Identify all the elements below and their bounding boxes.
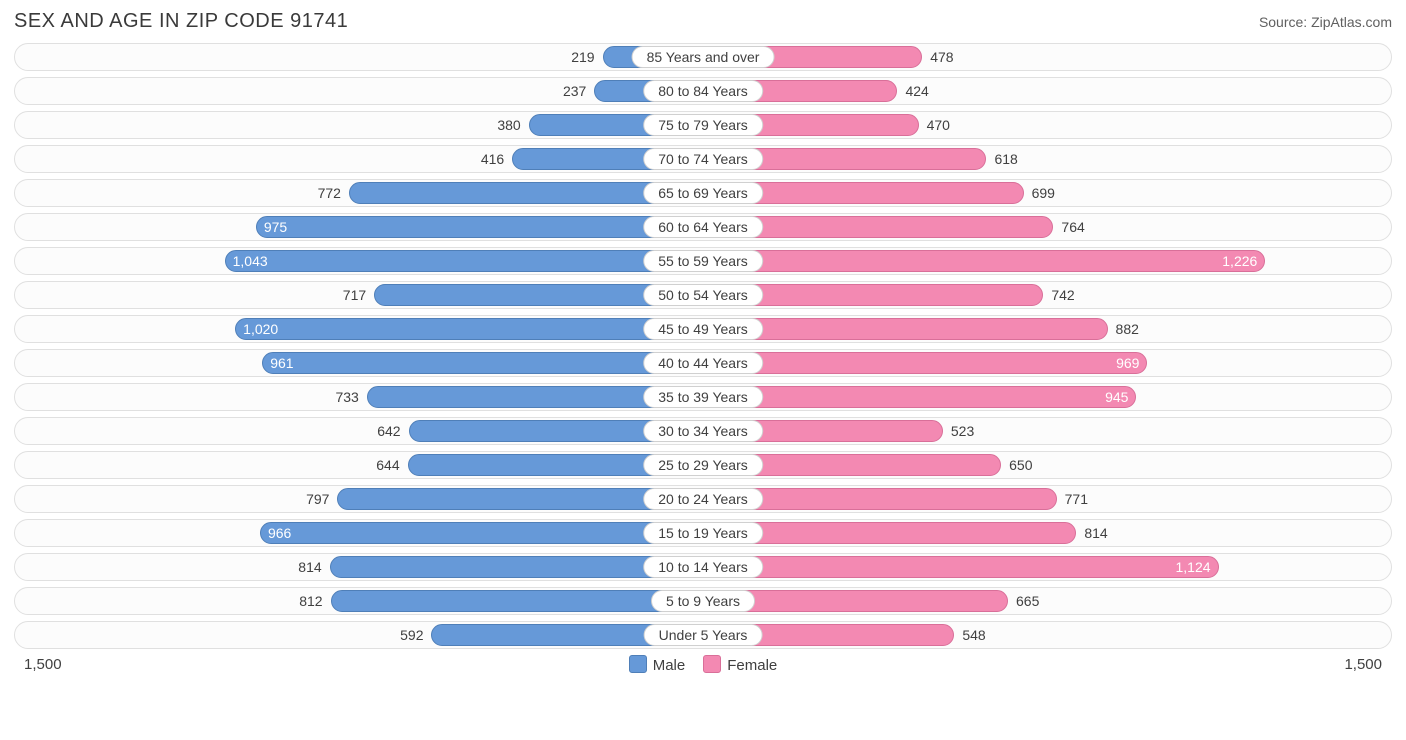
pyramid-row: 219 478 85 Years and over [14,43,1392,71]
pyramid-row: 797 771 20 to 24 Years [14,485,1392,513]
population-pyramid: 219 478 85 Years and over 237 424 80 to 84 Ye… [14,43,1392,649]
female-bar [703,352,1147,374]
age-category-label: 25 to 29 Years [643,454,763,476]
pyramid-row: 961 969 40 to 44 Years [14,349,1392,377]
age-category-label: 80 to 84 Years [643,80,763,102]
female-value: 478 [930,46,953,68]
male-value: 592 [400,624,423,646]
female-value: 699 [1032,182,1055,204]
pyramid-row: 966 814 15 to 19 Years [14,519,1392,547]
age-category-label: 40 to 44 Years [643,352,763,374]
male-bar [260,522,703,544]
pyramid-row: 717 742 50 to 54 Years [14,281,1392,309]
pyramid-row: 772 699 65 to 69 Years [14,179,1392,207]
age-category-label: 50 to 54 Years [643,284,763,306]
male-value: 772 [318,182,341,204]
legend: Male Female [629,655,778,674]
male-value: 644 [376,454,399,476]
pyramid-row: 237 424 80 to 84 Years [14,77,1392,105]
female-value: 1,226 [1222,250,1257,272]
axis-max-left: 1,500 [14,656,62,673]
female-bar [703,386,1136,408]
female-bar [703,250,1265,272]
chart-header: SEX AND AGE IN ZIP CODE 91741 Source: Zi… [14,10,1392,33]
legend-female: Female [703,655,777,674]
age-category-label: 15 to 19 Years [643,522,763,544]
pyramid-row: 642 523 30 to 34 Years [14,417,1392,445]
male-value: 416 [481,148,504,170]
age-category-label: 60 to 64 Years [643,216,763,238]
female-value: 742 [1051,284,1074,306]
legend-female-label: Female [727,657,777,674]
male-bar [225,250,703,272]
age-category-label: Under 5 Years [644,624,763,646]
pyramid-row: 1,020 882 45 to 49 Years [14,315,1392,343]
pyramid-row: 975 764 60 to 64 Years [14,213,1392,241]
male-bar [256,216,703,238]
chart-source: Source: ZipAtlas.com [1259,14,1392,30]
male-value: 642 [377,420,400,442]
female-value: 470 [927,114,950,136]
male-value: 380 [497,114,520,136]
female-value: 548 [962,624,985,646]
age-category-label: 20 to 24 Years [643,488,763,510]
female-value: 1,124 [1175,556,1210,578]
axis-max-right: 1,500 [1344,656,1392,673]
male-value: 219 [571,46,594,68]
pyramid-row: 380 470 75 to 79 Years [14,111,1392,139]
chart-footer: 1,500 Male Female 1,500 [14,655,1392,674]
male-value: 966 [268,522,291,544]
male-value: 237 [563,80,586,102]
age-category-label: 85 Years and over [632,46,775,68]
male-value: 717 [343,284,366,306]
age-category-label: 45 to 49 Years [643,318,763,340]
pyramid-row: 416 618 70 to 74 Years [14,145,1392,173]
male-value: 797 [306,488,329,510]
female-value: 969 [1116,352,1139,374]
age-category-label: 55 to 59 Years [643,250,763,272]
pyramid-row: 814 1,124 10 to 14 Years [14,553,1392,581]
age-category-label: 65 to 69 Years [643,182,763,204]
age-category-label: 75 to 79 Years [643,114,763,136]
male-bar [331,590,703,612]
female-value: 665 [1016,590,1039,612]
age-category-label: 5 to 9 Years [651,590,755,612]
legend-male: Male [629,655,686,674]
male-value: 812 [299,590,322,612]
male-bar [262,352,703,374]
male-value: 733 [335,386,358,408]
female-swatch-icon [703,655,721,673]
female-value: 882 [1116,318,1139,340]
pyramid-row: 1,043 1,226 55 to 59 Years [14,247,1392,275]
male-value: 814 [298,556,321,578]
female-value: 945 [1105,386,1128,408]
female-value: 424 [905,80,928,102]
pyramid-row: 812 665 5 to 9 Years [14,587,1392,615]
legend-male-label: Male [653,657,686,674]
male-value: 961 [270,352,293,374]
age-category-label: 70 to 74 Years [643,148,763,170]
pyramid-row: 592 548 Under 5 Years [14,621,1392,649]
female-value: 523 [951,420,974,442]
female-bar [703,318,1108,340]
male-value: 1,043 [233,250,268,272]
pyramid-row: 733 945 35 to 39 Years [14,383,1392,411]
female-bar [703,556,1219,578]
age-category-label: 10 to 14 Years [643,556,763,578]
pyramid-row: 644 650 25 to 29 Years [14,451,1392,479]
age-category-label: 30 to 34 Years [643,420,763,442]
chart-title: SEX AND AGE IN ZIP CODE 91741 [14,10,348,33]
male-swatch-icon [629,655,647,673]
male-bar [235,318,703,340]
female-value: 618 [994,148,1017,170]
male-value: 975 [264,216,287,238]
female-value: 764 [1061,216,1084,238]
female-value: 771 [1065,488,1088,510]
female-value: 814 [1084,522,1107,544]
age-category-label: 35 to 39 Years [643,386,763,408]
female-value: 650 [1009,454,1032,476]
male-value: 1,020 [243,318,278,340]
